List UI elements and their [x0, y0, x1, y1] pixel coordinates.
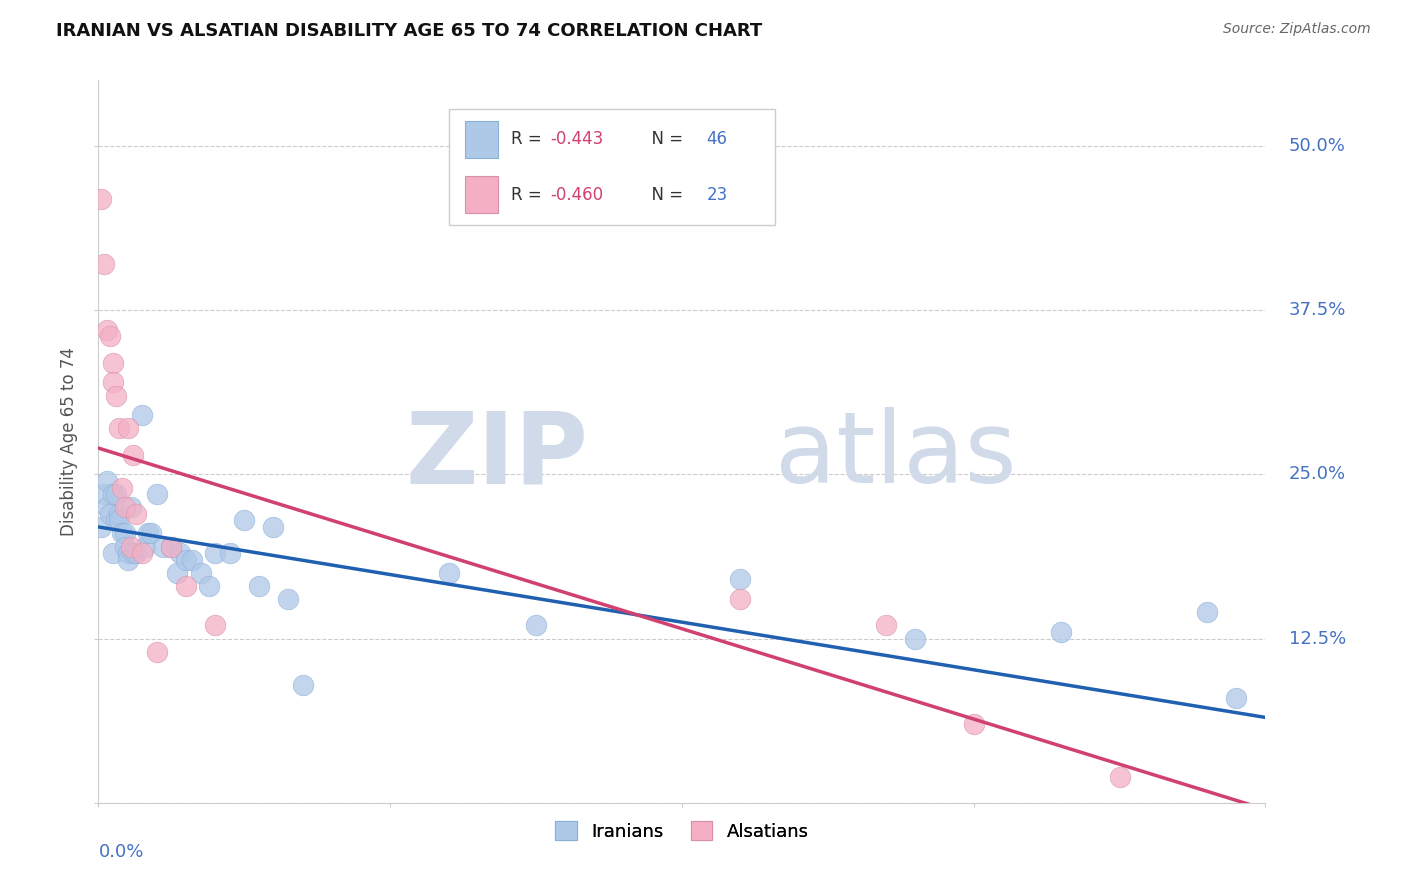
- Point: [98, 507, 121, 521]
- Point: [104, 388, 127, 402]
- Point: [131, 546, 153, 560]
- Point: [101, 376, 124, 390]
- Point: [146, 487, 169, 501]
- Point: [98, 329, 121, 343]
- Point: [962, 717, 984, 731]
- Point: [1225, 690, 1247, 705]
- Point: [169, 546, 191, 560]
- Point: [730, 573, 752, 587]
- Point: [174, 579, 197, 593]
- Point: [93, 257, 115, 271]
- Point: [120, 500, 142, 515]
- Point: [90, 192, 112, 206]
- Point: [180, 553, 202, 567]
- Point: [174, 553, 197, 567]
- Point: [136, 526, 159, 541]
- Point: [111, 526, 134, 541]
- Point: [204, 546, 226, 560]
- Text: IRANIAN VS ALSATIAN DISABILITY AGE 65 TO 74 CORRELATION CHART: IRANIAN VS ALSATIAN DISABILITY AGE 65 TO…: [56, 22, 762, 40]
- Point: [134, 540, 156, 554]
- Point: [108, 507, 131, 521]
- Point: [90, 520, 112, 534]
- Point: [104, 513, 127, 527]
- Point: [160, 540, 183, 554]
- Point: [101, 487, 124, 501]
- Point: [204, 618, 226, 632]
- Point: [139, 526, 162, 541]
- Point: [117, 421, 139, 435]
- Point: [96, 500, 118, 515]
- Point: [247, 579, 270, 593]
- Point: [262, 520, 284, 534]
- Text: 25.0%: 25.0%: [1289, 466, 1346, 483]
- Point: [125, 507, 148, 521]
- Point: [131, 409, 153, 423]
- Point: [96, 474, 118, 488]
- Point: [875, 618, 897, 632]
- Point: [166, 566, 188, 580]
- Point: [117, 553, 139, 567]
- Point: [146, 645, 169, 659]
- Text: ZIP: ZIP: [406, 408, 589, 505]
- Text: 0.0%: 0.0%: [98, 843, 143, 861]
- Point: [122, 448, 145, 462]
- Point: [125, 546, 148, 560]
- Point: [730, 592, 752, 607]
- Point: [524, 618, 547, 632]
- Text: 37.5%: 37.5%: [1289, 301, 1346, 319]
- Point: [96, 323, 118, 337]
- Point: [120, 540, 142, 554]
- Point: [1050, 625, 1073, 640]
- Text: atlas: atlas: [775, 408, 1017, 505]
- Text: 50.0%: 50.0%: [1289, 137, 1346, 155]
- Point: [218, 546, 240, 560]
- Point: [114, 500, 136, 515]
- Point: [198, 579, 221, 593]
- Point: [104, 487, 127, 501]
- Point: [437, 566, 460, 580]
- Point: [233, 513, 256, 527]
- Point: [111, 481, 134, 495]
- Point: [904, 632, 927, 646]
- Point: [114, 526, 136, 541]
- Legend: Iranians, Alsatians: Iranians, Alsatians: [548, 814, 815, 848]
- Point: [108, 513, 131, 527]
- Text: Source: ZipAtlas.com: Source: ZipAtlas.com: [1223, 22, 1371, 37]
- Text: 12.5%: 12.5%: [1289, 630, 1346, 648]
- Point: [1195, 605, 1218, 619]
- Point: [101, 546, 124, 560]
- Point: [101, 356, 124, 370]
- Point: [1108, 770, 1130, 784]
- Point: [152, 540, 174, 554]
- Point: [117, 546, 139, 560]
- Point: [190, 566, 212, 580]
- Point: [122, 546, 145, 560]
- Point: [93, 487, 115, 501]
- Point: [114, 540, 136, 554]
- Point: [291, 677, 314, 691]
- Point: [277, 592, 299, 607]
- Point: [160, 540, 183, 554]
- Y-axis label: Disability Age 65 to 74: Disability Age 65 to 74: [60, 347, 79, 536]
- Point: [108, 421, 131, 435]
